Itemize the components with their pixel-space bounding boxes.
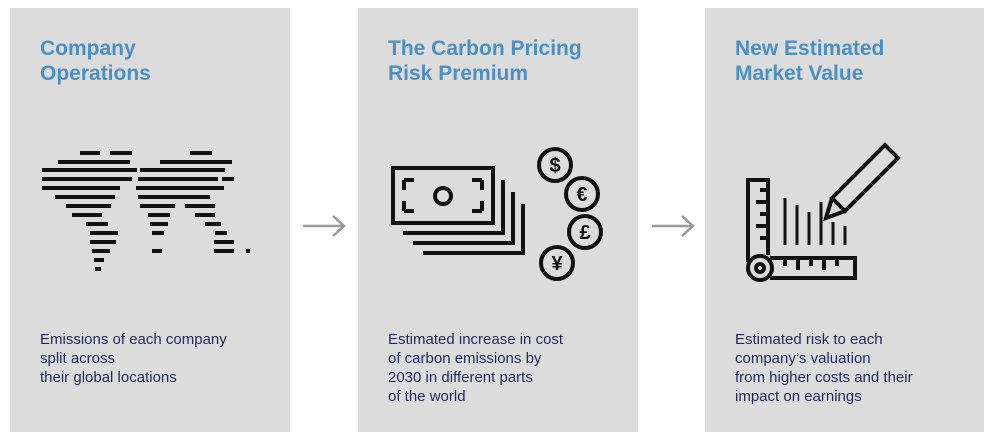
panel-title: New Estimated Market Value xyxy=(735,36,884,86)
arrow xyxy=(303,215,346,237)
desc-line: of carbon emissions by xyxy=(388,350,542,367)
desc-line: from higher costs and their xyxy=(735,369,913,386)
desc-line: Estimated risk to each xyxy=(735,331,883,348)
currency-symbol: $ xyxy=(549,155,560,177)
desc-line: 2030 in different parts xyxy=(388,369,533,386)
desc-line: their global locations xyxy=(40,369,177,386)
world-map-icon xyxy=(42,151,250,271)
desc-line: Estimated increase in cost xyxy=(388,331,564,348)
title-line: Company xyxy=(40,37,136,60)
currency-symbol: £ xyxy=(579,222,590,244)
panel-title: The Carbon Pricing Risk Premium xyxy=(388,36,582,86)
panel-description: Estimated increase in cost of carbon emi… xyxy=(388,330,563,406)
currency-symbol: ¥ xyxy=(551,253,563,275)
desc-line: company’s valuation xyxy=(735,350,871,367)
panel-description: Estimated risk to each company’s valuati… xyxy=(735,330,913,406)
desc-line: impact on earnings xyxy=(735,388,862,405)
desc-line: split across xyxy=(40,350,116,367)
panel-title: Company Operations xyxy=(40,36,151,86)
desc-line: of the world xyxy=(388,388,466,405)
panel: New Estimated Market Value Estimated ris… xyxy=(705,8,984,432)
currency-symbol: € xyxy=(576,184,587,206)
desc-line: Emissions of each company xyxy=(40,331,227,348)
title-line: The Carbon Pricing xyxy=(388,37,582,60)
title-line: Market Value xyxy=(735,62,864,85)
currency-symbols: $ € £ ¥ xyxy=(549,155,590,275)
valuation-icon xyxy=(746,142,901,282)
money-icon xyxy=(391,147,603,281)
panel: Company Operations Emissions of each com… xyxy=(10,8,290,432)
panel-description: Emissions of each company split across t… xyxy=(40,330,227,387)
title-line: Operations xyxy=(40,62,151,85)
arrow xyxy=(652,215,695,237)
title-line: New Estimated xyxy=(735,37,885,60)
panel: The Carbon Pricing Risk Premium Estimate… xyxy=(358,8,638,432)
title-line: Risk Premium xyxy=(388,62,529,85)
